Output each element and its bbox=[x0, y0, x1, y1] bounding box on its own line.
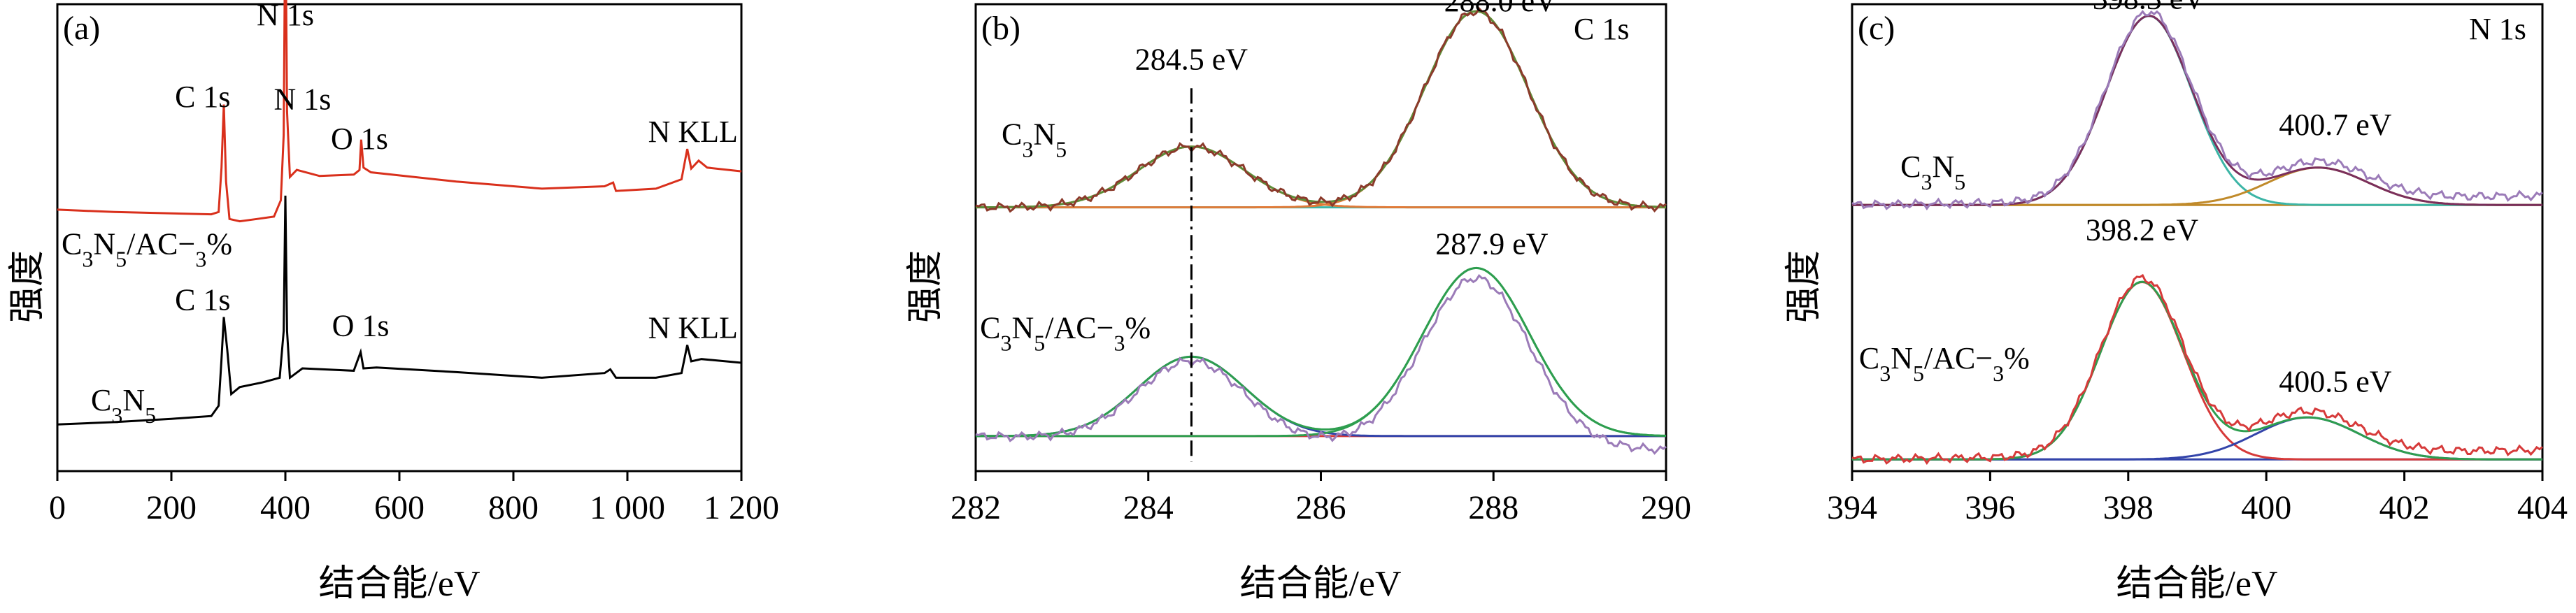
panel-c-label: (c) bbox=[1858, 10, 1895, 47]
panel-c-xlabel: 结合能/eV bbox=[2116, 564, 2277, 604]
panel-a-xtick-label-5: 1 000 bbox=[590, 489, 665, 526]
panel-b-stack-1-component-1 bbox=[976, 266, 1667, 438]
panel-b-stack-1-envelope bbox=[976, 266, 1667, 438]
panel-c-ylabel: 强度 bbox=[1784, 250, 1824, 323]
panel-a: (a) 强度 结合能/eV 0 200 400 600 800 1 000 1 200 N 1… bbox=[8, 0, 779, 604]
panel-a-plot: 0 200 400 600 800 1 000 1 200 N 1s C 1s O 1s N KLL… bbox=[49, 0, 779, 526]
panel-a-label: (a) bbox=[63, 10, 100, 47]
panel-a-annotation-0: N 1s bbox=[257, 0, 314, 32]
panel-a-xtick-label-0: 0 bbox=[49, 489, 66, 526]
panel-b-peak-label-1: 288.0 eV bbox=[1444, 0, 1558, 18]
panel-b-plot: 282 284 286 288 290 284.5 eV 288.0 eV 287.9 eV C… bbox=[951, 0, 1691, 526]
panel-b-xtick-label-2: 286 bbox=[1296, 489, 1346, 526]
panel-c-peak-label-3: 400.5 eV bbox=[2279, 364, 2392, 398]
panel-b-sample-label-0: C3N5 bbox=[1002, 117, 1067, 161]
panel-b-sample-label-1: C3N5/AC−3% bbox=[980, 311, 1151, 356]
panel-a-annotation-5: C 1s bbox=[175, 283, 230, 317]
panel-c-stack-0-raw bbox=[1851, 10, 2543, 211]
panel-c-stack-1-component-1 bbox=[1852, 416, 2542, 461]
panel-b-stack-0-envelope bbox=[975, 10, 1666, 209]
panel-c-sample-label-0: C3N5 bbox=[1900, 150, 1965, 194]
panel-b-stack-0-component-1 bbox=[976, 10, 1666, 209]
panel-b-xlabel: 结合能/eV bbox=[1239, 564, 1401, 604]
panel-a-series-1 bbox=[57, 195, 742, 426]
panel-a-annotation-4: N 1s bbox=[273, 82, 331, 116]
panel-b-stack-1-component-0 bbox=[976, 355, 1666, 438]
panel-b: (b) C 1s 强度 结合能/eV 282 284 286 288 290 284.5 … bbox=[906, 0, 1691, 604]
panel-c-sample-label-1: C3N5/AC−3% bbox=[1859, 341, 2030, 386]
panel-c-xtick-label-3: 400 bbox=[2241, 489, 2291, 526]
panel-a-xtick-label-6: 1 200 bbox=[704, 489, 779, 526]
panel-a-annotation-2: O 1s bbox=[331, 122, 388, 156]
panel-a-ylabel: 强度 bbox=[8, 250, 48, 323]
panel-c-peak-label-1: 400.7 eV bbox=[2279, 108, 2392, 142]
panel-c-xtick-label-5: 404 bbox=[2517, 489, 2568, 526]
panel-b-peak-label-2: 287.9 eV bbox=[1435, 226, 1549, 261]
panel-c-frame bbox=[1851, 3, 2544, 473]
panel-c-peak-label-2: 398.2 eV bbox=[2086, 212, 2199, 247]
panel-a-xtick-label-3: 600 bbox=[374, 489, 425, 526]
panel-b-label: (b) bbox=[981, 10, 1020, 47]
panel-a-annotation-6: O 1s bbox=[332, 308, 390, 342]
panel-c-peak-label-0: 398.3 eV bbox=[2093, 0, 2206, 16]
panel-c: (c) N 1s 强度 结合能/eV 394 396 398 400 402 404 398… bbox=[1784, 0, 2568, 604]
panel-c-stack-1-envelope bbox=[1852, 280, 2542, 461]
panel-c-stack-1-raw bbox=[1851, 273, 2543, 466]
panel-b-xtick-label-3: 288 bbox=[1468, 489, 1518, 526]
panel-a-xtick-label-1: 200 bbox=[146, 489, 197, 526]
panel-a-annotation-7: N KLL bbox=[648, 311, 738, 345]
panel-a-xlabel: 结合能/eV bbox=[318, 564, 480, 604]
panel-b-peak-label-0: 284.5 eV bbox=[1135, 43, 1248, 77]
panel-b-stack-1-raw bbox=[975, 274, 1667, 455]
panel-a-annotation-1: C 1s bbox=[175, 80, 230, 114]
panel-c-xtick-label-1: 396 bbox=[1965, 489, 2015, 526]
panel-c-xtick-label-2: 398 bbox=[2103, 489, 2154, 526]
panel-c-xtick-label-4: 402 bbox=[2379, 489, 2430, 526]
panel-a-xtick-label-2: 400 bbox=[260, 489, 311, 526]
panel-a-annotation-3: N KLL bbox=[648, 115, 738, 149]
panel-c-region-title: N 1s bbox=[2469, 12, 2526, 46]
panel-a-xtick-label-4: 800 bbox=[488, 489, 539, 526]
panel-c-stack-0-envelope bbox=[1852, 15, 2542, 206]
panel-b-xtick-label-4: 290 bbox=[1641, 489, 1691, 526]
panel-c-xtick-label-0: 394 bbox=[1827, 489, 1877, 526]
panel-a-series-label-0: C3N5/AC−3% bbox=[62, 226, 232, 271]
panel-a-series-label-1: C3N5 bbox=[91, 383, 156, 428]
panel-a-series-0 bbox=[57, 0, 742, 223]
panel-b-xtick-label-1: 284 bbox=[1123, 489, 1174, 526]
panel-b-stack-0-raw bbox=[975, 6, 1667, 213]
panel-b-xtick-label-0: 282 bbox=[951, 489, 1001, 526]
panel-b-region-title: C 1s bbox=[1574, 12, 1629, 46]
panel-b-ylabel: 强度 bbox=[906, 250, 946, 323]
panel-c-plot: 394 396 398 400 402 404 398.3 eV 400.7 eV 398.2 … bbox=[1827, 0, 2568, 526]
